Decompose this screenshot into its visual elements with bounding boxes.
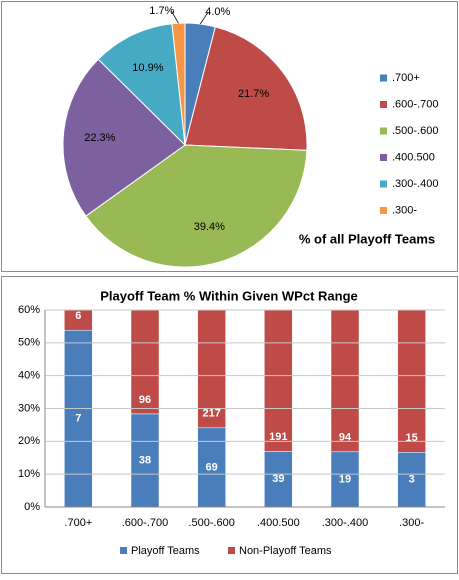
- legend-label: .500-.600: [392, 125, 438, 137]
- legend-swatch: [380, 101, 387, 108]
- x-tick-label: .600-.700: [122, 517, 168, 529]
- data-label: 39: [272, 473, 284, 485]
- bar-segment: [130, 413, 160, 508]
- data-label: 19: [339, 473, 351, 485]
- data-label: 94: [339, 432, 352, 444]
- legend-label: .600-.700: [392, 98, 438, 110]
- y-tick-label: 10%: [18, 468, 40, 480]
- pie-slice: [85, 144, 308, 268]
- legend-swatch: [228, 547, 235, 554]
- pie-slice: [97, 23, 186, 147]
- legend-swatch: [120, 547, 127, 554]
- x-tick-label: .300-.400: [322, 517, 368, 529]
- legend-swatch: [380, 74, 387, 82]
- legend-label: Playoff Teams: [131, 545, 200, 557]
- x-tick-label: .500-.600: [188, 517, 234, 529]
- pie-label: 21.7%: [238, 88, 269, 100]
- data-label: 3: [409, 474, 415, 486]
- leader-line: [171, 10, 179, 24]
- pie-annotation: % of all Playoff Teams: [299, 231, 435, 246]
- legend-swatch: [380, 207, 387, 214]
- bar-segment: [130, 310, 160, 415]
- y-tick-label: 30%: [18, 402, 40, 414]
- data-label: 69: [206, 461, 218, 473]
- data-label: 15: [406, 432, 418, 444]
- pie-slice: [62, 58, 186, 217]
- data-label: 191: [269, 431, 287, 443]
- bar-segment: [330, 451, 360, 508]
- data-label: 217: [202, 408, 220, 420]
- x-tick-label: .400.500: [257, 517, 300, 529]
- pie-label: 4.0%: [205, 6, 230, 18]
- leader-line: [199, 11, 209, 25]
- legend-label: .300-: [392, 204, 417, 216]
- legend-swatch: [380, 154, 387, 161]
- legend-swatch: [380, 127, 387, 135]
- y-tick-label: 0%: [24, 501, 40, 513]
- data-label: 7: [75, 413, 81, 425]
- legend-swatch: [380, 180, 387, 188]
- data-label: 38: [139, 454, 151, 466]
- bar-segment: [264, 310, 293, 452]
- bar-segment: [330, 310, 360, 453]
- data-label: 96: [139, 394, 151, 406]
- y-tick-label: 60%: [18, 304, 40, 316]
- pie-slice: [184, 26, 308, 151]
- bar-segment: [397, 452, 426, 508]
- y-tick-label: 50%: [18, 337, 40, 349]
- legend-label: .300-.400: [392, 178, 438, 190]
- x-tick-label: .300-: [399, 517, 424, 529]
- bar-segment: [264, 451, 293, 508]
- legend-label: .700+: [392, 72, 420, 84]
- y-tick-label: 40%: [18, 370, 40, 382]
- pie-label: 1.7%: [149, 5, 174, 17]
- data-label: 6: [75, 310, 81, 322]
- pie-label: 22.3%: [84, 132, 115, 144]
- pie-label: 10.9%: [132, 62, 163, 74]
- x-tick-label: .700+: [64, 517, 92, 529]
- bar-segment: [397, 310, 426, 453]
- pie-label: 39.4%: [194, 221, 225, 233]
- bar-segment: [64, 310, 93, 331]
- legend-label: Non-Playoff Teams: [239, 545, 332, 557]
- chart-title: Playoff Team % Within Given WPct Range: [100, 288, 358, 303]
- y-tick-label: 20%: [18, 435, 40, 447]
- legend-label: .400.500: [392, 151, 435, 163]
